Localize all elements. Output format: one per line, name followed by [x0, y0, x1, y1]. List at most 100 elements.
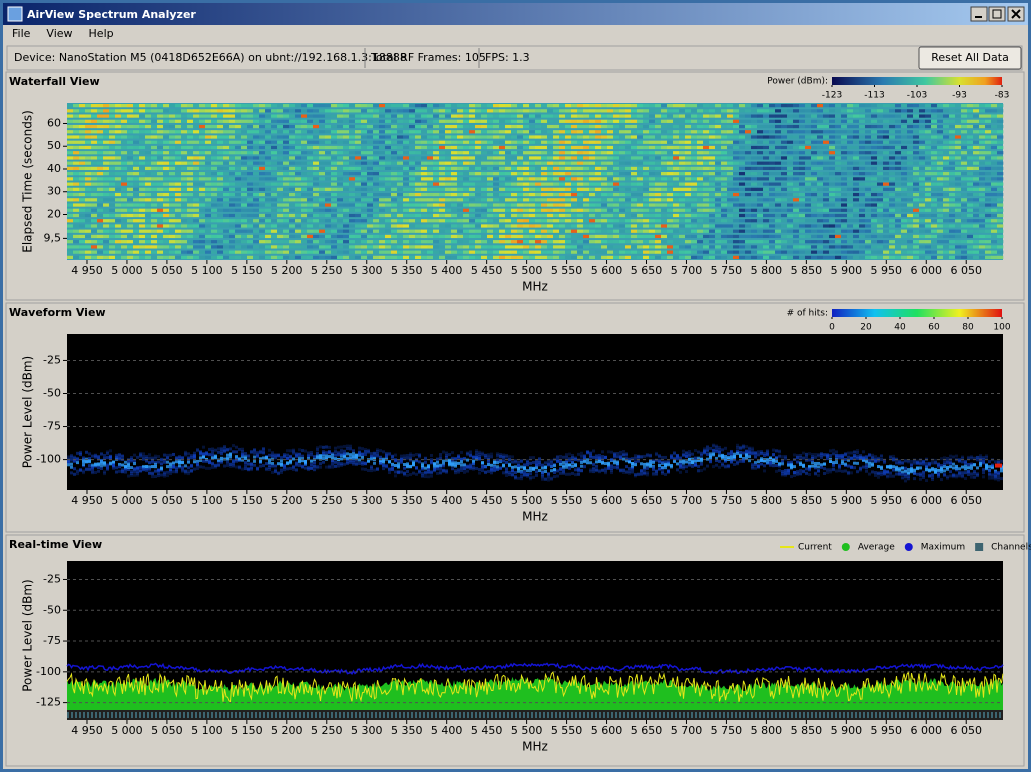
waterfall-cell: [175, 141, 181, 144]
waterfall-cell: [193, 198, 199, 201]
menu-item[interactable]: File: [12, 27, 31, 40]
waterfall-cell: [109, 135, 115, 138]
waterfall-cell: [67, 177, 73, 180]
waterfall-cell: [703, 209, 709, 212]
waterfall-cell: [703, 125, 709, 128]
waterfall-cell: [199, 172, 205, 175]
waterfall-cell: [781, 146, 787, 149]
waterfall-cell: [289, 193, 295, 196]
waterfall-cell: [229, 198, 235, 201]
waterfall-cell: [379, 251, 385, 254]
waterfall-cell: [619, 224, 625, 227]
waterfall-cell: [373, 214, 379, 217]
waterfall-cell: [217, 172, 223, 175]
waterfall-cell: [649, 141, 655, 144]
waterfall-cell: [895, 245, 901, 248]
waterfall-cell: [823, 114, 829, 117]
waterfall-cell: [535, 130, 541, 133]
waterfall-cell: [787, 109, 793, 112]
waterfall-cell: [277, 156, 283, 159]
minimize-button[interactable]: [971, 7, 987, 21]
waterfall-cell: [331, 214, 337, 217]
reset-button-label[interactable]: Reset All Data: [931, 51, 1009, 64]
waterfall-cell: [223, 230, 229, 233]
waterfall-cell: [895, 104, 901, 107]
waterfall-cell: [127, 214, 133, 217]
waterfall-cell: [565, 235, 571, 238]
waterfall-cell: [871, 151, 877, 154]
waterfall-cell: [853, 135, 859, 138]
waterfall-cell: [637, 125, 643, 128]
waterfall-cell: [859, 209, 865, 212]
waterfall-cell: [679, 104, 685, 107]
waterfall-cell: [517, 224, 523, 227]
waterfall-cell: [253, 219, 259, 222]
waterfall-cell: [379, 183, 385, 186]
waterfall-cell: [271, 198, 277, 201]
waterfall-cell: [817, 230, 823, 233]
waterfall-cell: [853, 151, 859, 154]
waterfall-cell: [775, 230, 781, 233]
waterfall-cell: [199, 214, 205, 217]
hit-cell: [133, 470, 136, 473]
waterfall-cell: [421, 162, 427, 165]
waterfall-cell: [931, 209, 937, 212]
waterfall-cell: [823, 177, 829, 180]
waterfall-cell: [277, 130, 283, 133]
waterfall-cell: [889, 162, 895, 165]
waterfall-cell: [103, 214, 109, 217]
waterfall-cell: [559, 230, 565, 233]
waterfall-cell: [139, 167, 145, 170]
waterfall-cell: [793, 104, 799, 107]
waterfall-cell: [109, 224, 115, 227]
waterfall-cell: [871, 114, 877, 117]
waterfall-cell: [505, 245, 511, 248]
waterfall-cell: [451, 230, 457, 233]
waterfall-cell: [613, 135, 619, 138]
waterfall-cell: [721, 240, 727, 243]
waterfall-cell: [295, 240, 301, 243]
menu-item[interactable]: View: [46, 27, 72, 40]
waterfall-cell: [109, 183, 115, 186]
waterfall-cell: [709, 245, 715, 248]
waterfall-cell: [895, 209, 901, 212]
waterfall-cell: [637, 156, 643, 159]
waterfall-cell: [979, 188, 985, 191]
waterfall-cell: [145, 146, 151, 149]
waterfall-cell: [685, 245, 691, 248]
waterfall-cell: [283, 141, 289, 144]
waterfall-cell: [259, 141, 265, 144]
waterfall-cell: [565, 219, 571, 222]
waterfall-cell: [79, 162, 85, 165]
waterfall-cell: [763, 224, 769, 227]
hit-cell: [82, 463, 85, 466]
waterfall-cell: [385, 219, 391, 222]
window-title: AirView Spectrum Analyzer: [27, 8, 196, 21]
waterfall-cell: [283, 162, 289, 165]
waterfall-cell: [949, 104, 955, 107]
waterfall-cell: [217, 114, 223, 117]
waterfall-cell: [445, 156, 451, 159]
waterfall-cell: [949, 162, 955, 165]
waterfall-cell: [817, 156, 823, 159]
waterfall-cell: [643, 214, 649, 217]
waterfall-cell: [619, 172, 625, 175]
waterfall-cell: [817, 104, 823, 107]
waterfall-cell: [889, 224, 895, 227]
waterfall-cell: [523, 224, 529, 227]
waterfall-cell: [205, 162, 211, 165]
waterfall-cell: [187, 141, 193, 144]
waterfall-cell: [169, 188, 175, 191]
waterfall-cell: [169, 209, 175, 212]
waterfall-cell: [109, 146, 115, 149]
waterfall-cell: [937, 130, 943, 133]
waterfall-cell: [541, 219, 547, 222]
waterfall-cell: [97, 214, 103, 217]
maximize-button[interactable]: [989, 7, 1005, 21]
waterfall-cell: [181, 209, 187, 212]
waterfall-cell: [163, 188, 169, 191]
waterfall-cell: [313, 109, 319, 112]
menu-item[interactable]: Help: [89, 27, 114, 40]
waterfall-cell: [679, 203, 685, 206]
waterfall-cell: [745, 193, 751, 196]
